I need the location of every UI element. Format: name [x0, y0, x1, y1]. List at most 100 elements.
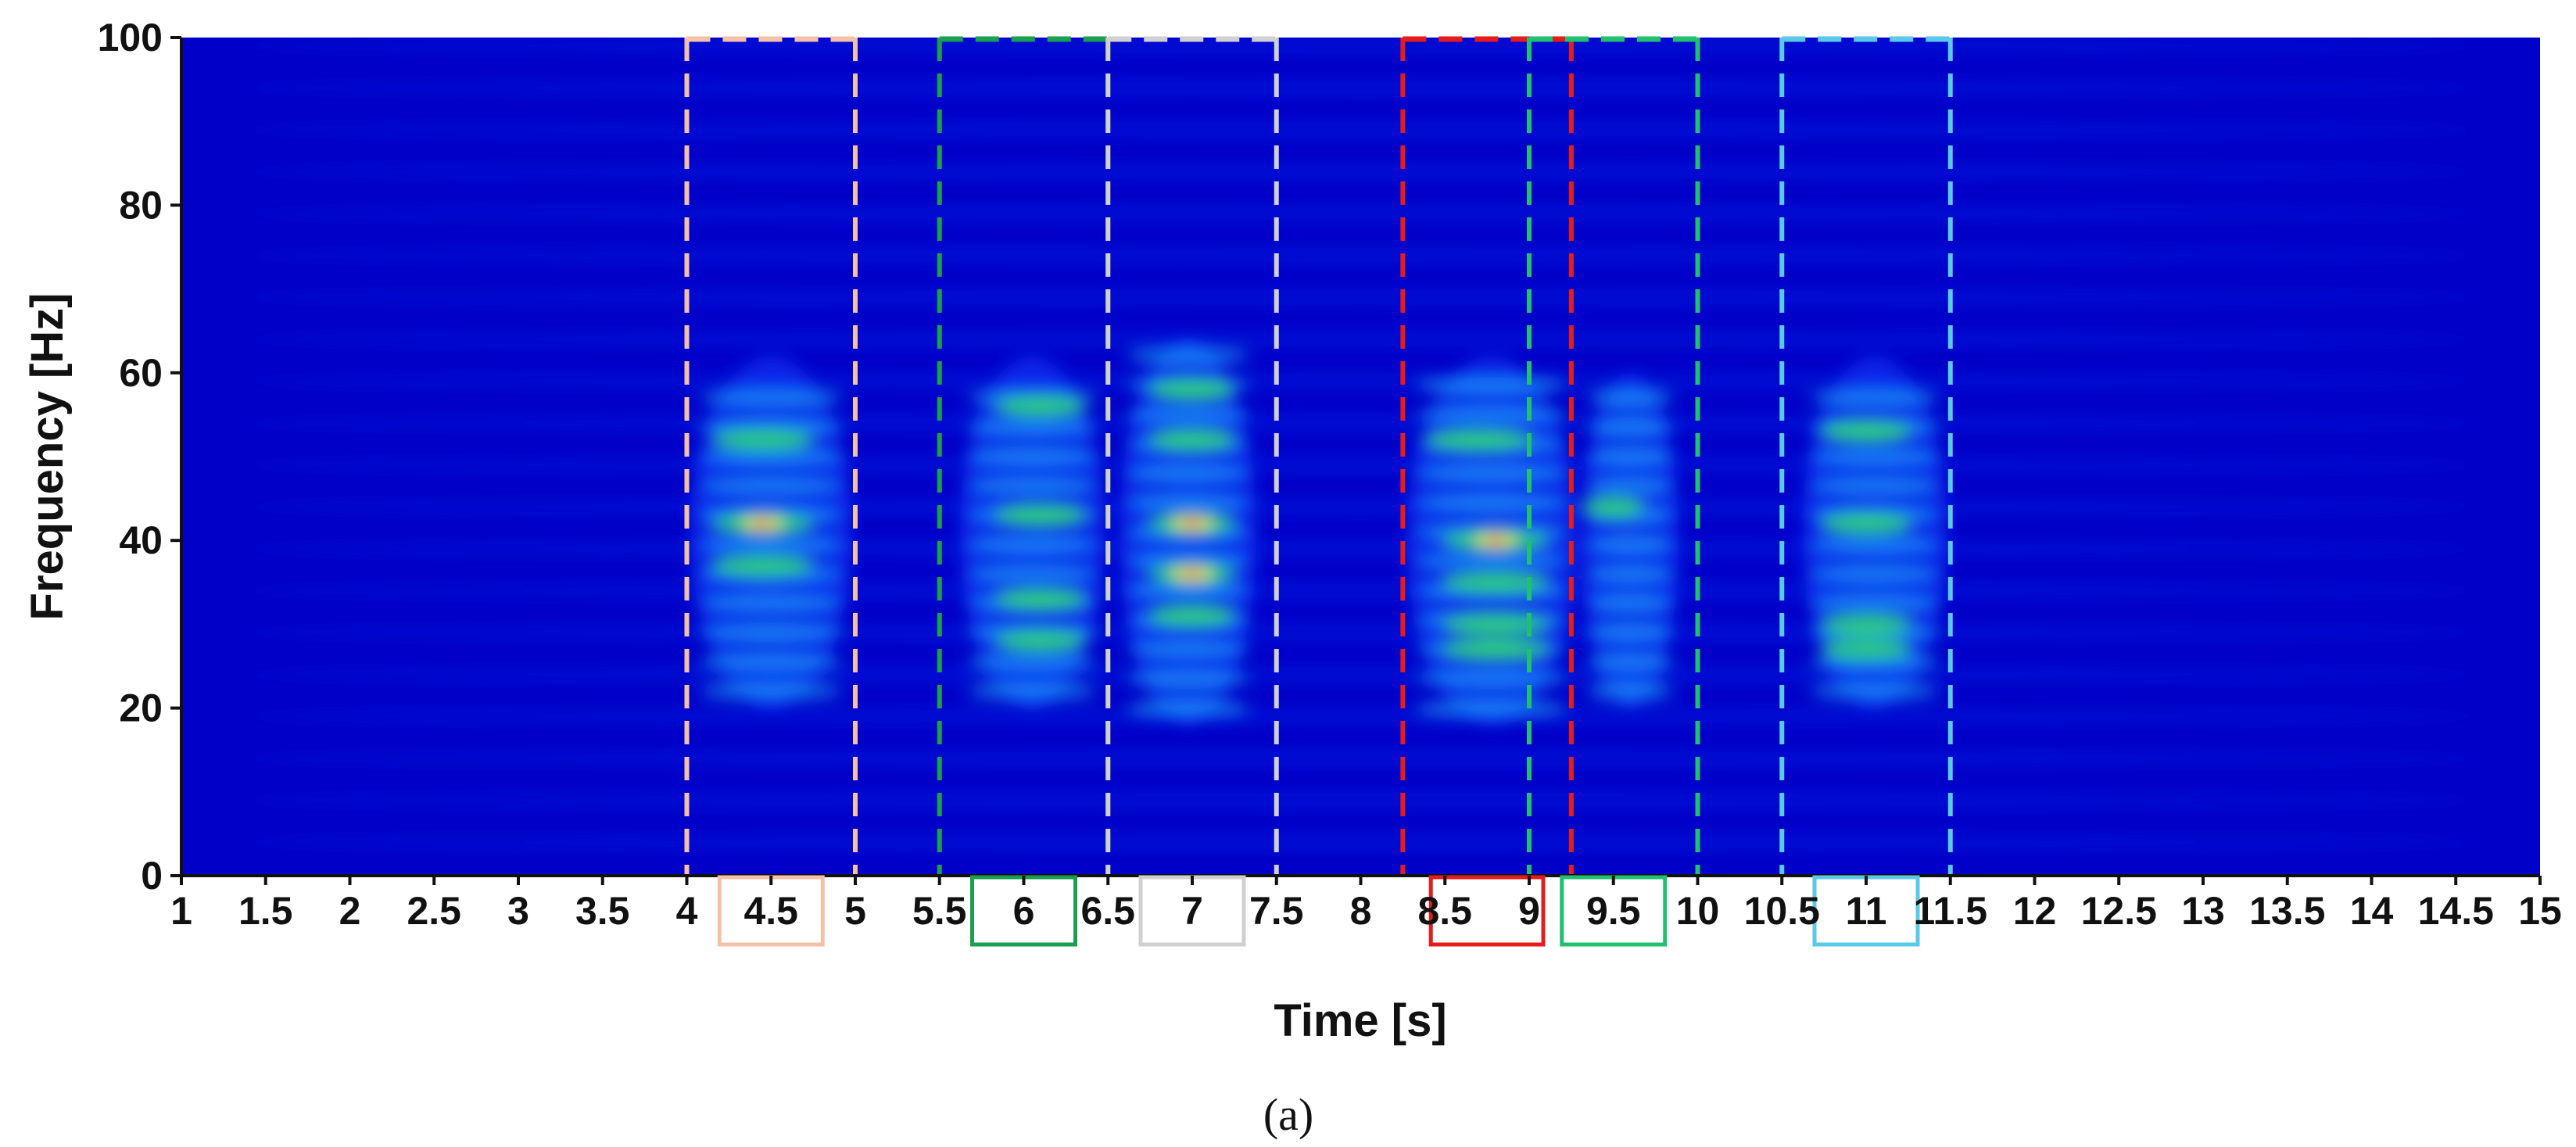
burst-band [1127, 464, 1249, 482]
burst-band [1416, 670, 1567, 688]
burst-band [1127, 347, 1249, 365]
x-tick-label: 3.5 [575, 889, 630, 933]
plot-background [181, 38, 2540, 876]
tick-label-boxes [717, 875, 1920, 947]
burst-band [1810, 565, 1940, 583]
x-tick-label: 8 [1350, 889, 1372, 933]
x-tick-label: 6.5 [1080, 889, 1135, 933]
burst-band [1810, 683, 1940, 701]
burst-band [1416, 376, 1567, 394]
burst-band [699, 389, 843, 407]
background-band [228, 792, 2493, 808]
burst-band [1416, 553, 1567, 570]
x-tick-label: 10 [1676, 889, 1720, 933]
burst-max [1183, 570, 1202, 579]
burst-peak [1820, 614, 1912, 635]
x-tick-label: 14.5 [2418, 889, 2494, 933]
y-tick-label: 0 [141, 854, 163, 898]
burst-band [699, 536, 843, 554]
burst-band [1587, 418, 1674, 436]
x-tick-label: 2.5 [407, 889, 461, 933]
burst-peak [1149, 605, 1235, 626]
burst-band [1127, 493, 1249, 511]
background-band [228, 289, 2493, 306]
y-axis-title: Frequency [Hz] [22, 293, 73, 621]
y-tick-label: 80 [119, 183, 163, 227]
burst-peak [1425, 429, 1532, 450]
background-band [228, 708, 2493, 725]
x-tick-label: 5.5 [912, 889, 967, 933]
x-tick-label: 3 [507, 889, 529, 933]
x-tick-label: 15 [2518, 889, 2562, 933]
burst-band [1416, 699, 1567, 717]
x-tick-label: 12.5 [2081, 889, 2157, 933]
burst-band [699, 624, 843, 642]
burst-band [699, 448, 843, 465]
burst-band [967, 683, 1097, 701]
x-axis-tick-labels: 1 1.5 2 2.5 3 3.5 4 4.5 5 5.5 6 6.5 7 7.5 8 8.5 9 9.5 10 10… [170, 876, 2562, 933]
burst-band [1810, 536, 1940, 554]
burst-max [1183, 519, 1202, 528]
burst-band [1587, 448, 1674, 465]
y-tick-label: 60 [119, 351, 163, 395]
figure-caption: (a) [1263, 1089, 1313, 1140]
burst-peak [711, 555, 814, 576]
background-band [228, 331, 2493, 347]
x-tick-label: 11 [1846, 889, 1887, 933]
background-band [228, 121, 2493, 138]
burst-band [967, 477, 1097, 495]
burst-band [967, 565, 1097, 583]
background-band [228, 499, 2493, 515]
burst-peak [994, 630, 1087, 651]
burst-band [1587, 653, 1674, 671]
background-band [228, 457, 2493, 473]
x-tick-label: 4 [676, 889, 698, 933]
x-tick-label: 1.5 [238, 889, 293, 933]
burst-peak [1820, 421, 1912, 442]
burst-band [967, 653, 1097, 671]
x-tick-label: 10.5 [1744, 889, 1820, 933]
burst-band [1810, 448, 1940, 465]
burst-band [1127, 699, 1249, 717]
background-band [228, 247, 2493, 263]
x-tick-label: 7 [1181, 889, 1203, 933]
burst-band [1416, 464, 1567, 482]
background-band [228, 163, 2493, 180]
burst-band [699, 594, 843, 612]
burst-band [967, 448, 1097, 465]
burst-band [699, 653, 843, 671]
burst-peak [994, 589, 1087, 610]
burst-band [1810, 477, 1940, 495]
burst-peak [1820, 513, 1912, 534]
burst-band [1810, 389, 1940, 407]
background-band [228, 625, 2493, 641]
y-axis-tick-labels: 0 20 40 60 80 100 [98, 16, 181, 898]
y-tick-label: 100 [98, 16, 163, 59]
x-axis-title: Time [s] [1274, 995, 1446, 1046]
background-band [228, 582, 2493, 599]
background-band [228, 415, 2493, 432]
burst-band [1127, 640, 1249, 658]
burst-band [1587, 683, 1674, 701]
x-tick-label: 13 [2181, 889, 2225, 933]
burst-band [699, 477, 843, 495]
burst-band [1587, 565, 1674, 583]
burst-peak [1582, 496, 1644, 518]
burst-peak [1442, 614, 1549, 635]
burst-peak [711, 429, 814, 450]
background-band [228, 206, 2493, 222]
x-tick-label: 13.5 [2249, 889, 2325, 933]
x-tick-label: 6 [1013, 889, 1035, 933]
x-tick-label: 5 [844, 889, 866, 933]
background-band [228, 540, 2493, 557]
burst-band [1587, 389, 1674, 407]
x-tick-label: 14 [2350, 889, 2394, 933]
y-tick-label: 40 [119, 518, 163, 562]
burst-band [1416, 493, 1567, 511]
tick-highlight-box [1428, 875, 1546, 947]
burst-max [753, 519, 772, 528]
x-tick-label: 1 [170, 889, 192, 933]
background-band [228, 750, 2493, 766]
burst-band [699, 683, 843, 701]
